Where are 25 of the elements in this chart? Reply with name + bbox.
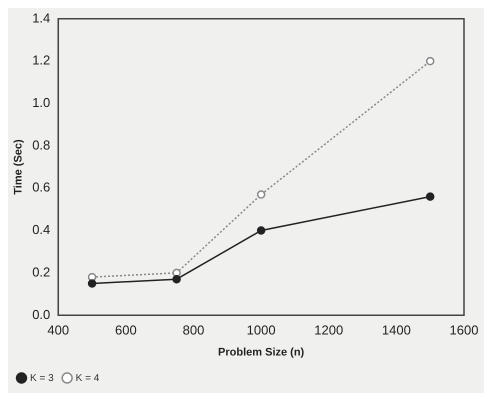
legend-label: K = 3 — [30, 372, 54, 384]
y-tick-label: 1.4 — [32, 10, 50, 26]
legend-label: K = 4 — [76, 372, 100, 384]
x-tick-label: 800 — [182, 322, 204, 338]
y-tick-label: 0.6 — [32, 180, 50, 195]
point — [256, 226, 266, 235]
x-tick-label: 1400 — [382, 322, 411, 338]
x-tick-label: 1200 — [314, 322, 344, 338]
point — [256, 190, 266, 199]
y-tick-label: 0.0 — [32, 306, 50, 322]
y-tick-label: 0.4 — [32, 222, 50, 238]
point — [426, 192, 434, 201]
y-tick-label: 0.2 — [32, 264, 50, 280]
x-tick-label: 1000 — [246, 322, 276, 338]
y-tick-label: 1.2 — [32, 52, 50, 68]
point — [172, 274, 181, 284]
x-tick-label: 400 — [47, 322, 70, 338]
point — [426, 56, 434, 66]
y-tick-label: 1.0 — [32, 95, 50, 110]
x-tick-label: 600 — [115, 322, 137, 338]
point — [88, 279, 96, 288]
x-axis-title: Problem Size (n) — [218, 346, 305, 358]
y-axis-title: Time (Sec) — [12, 138, 25, 195]
y-tick-label: 0.8 — [32, 137, 50, 152]
x-tick-label: 1600 — [450, 322, 478, 338]
